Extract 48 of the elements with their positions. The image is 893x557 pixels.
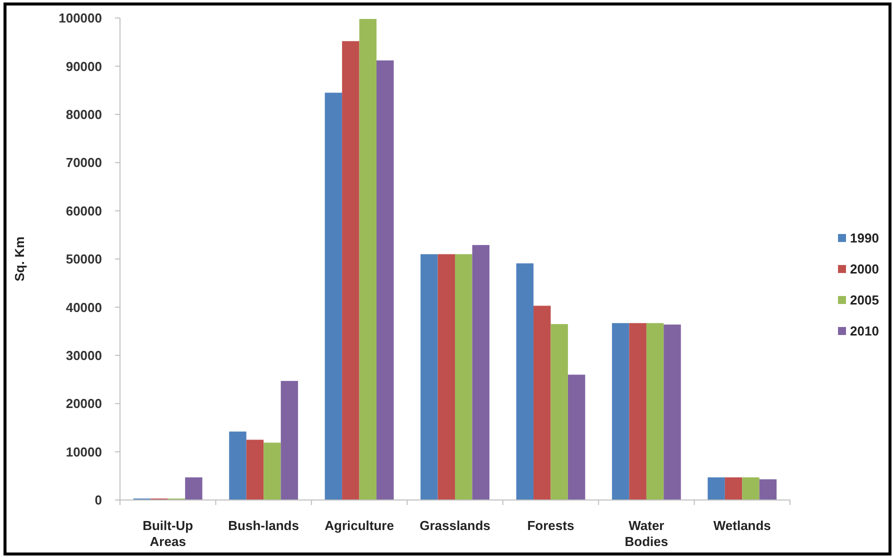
bar [533, 306, 551, 500]
bar [664, 324, 681, 500]
bar [246, 440, 264, 500]
bar [229, 432, 246, 500]
bar [646, 323, 664, 500]
x-tick-label: Water Bodies [624, 518, 668, 549]
bar [568, 374, 586, 500]
y-tick-label: 0 [94, 492, 102, 508]
bar [516, 263, 534, 500]
bar [438, 254, 455, 500]
bar [324, 92, 342, 500]
y-tick-label: 90000 [66, 58, 102, 74]
legend-label: 2005 [850, 292, 879, 308]
x-tick-label: Built-Up Areas [142, 518, 194, 549]
bar [264, 442, 281, 500]
x-tick-label: Forests [527, 518, 574, 533]
bar [420, 254, 438, 500]
y-tick-label: 10000 [66, 444, 102, 460]
bar [708, 477, 725, 500]
bar [550, 324, 568, 500]
bar [359, 18, 377, 500]
bar [455, 254, 472, 500]
legend-label: 2010 [850, 324, 879, 339]
bar [629, 323, 646, 500]
x-tick-label: Grasslands [420, 518, 490, 533]
bar [759, 479, 777, 500]
bar [185, 477, 202, 500]
y-axis-title: Sq. Km [12, 236, 27, 282]
legend-label: 1990 [850, 230, 879, 246]
x-tick-label: Wetlands [713, 518, 771, 533]
bar [612, 323, 630, 500]
y-tick-label: 50000 [66, 252, 102, 267]
legend-label: 2000 [850, 262, 879, 277]
y-tick-label: 70000 [66, 155, 102, 170]
y-tick-label: 20000 [66, 396, 102, 412]
bar [376, 60, 394, 500]
bar [280, 380, 298, 500]
y-tick-label: 80000 [66, 106, 102, 122]
bar [724, 477, 742, 500]
bar [742, 477, 760, 500]
bar [472, 245, 490, 500]
y-tick-label: 30000 [66, 348, 102, 363]
x-tick-label: Agriculture [324, 518, 394, 533]
bar [342, 41, 360, 500]
y-tick-label: 40000 [66, 300, 102, 315]
y-tick-label: 60000 [66, 203, 102, 218]
y-tick-label: 100000 [58, 10, 102, 26]
x-tick-label: Bush-lands [228, 518, 299, 533]
